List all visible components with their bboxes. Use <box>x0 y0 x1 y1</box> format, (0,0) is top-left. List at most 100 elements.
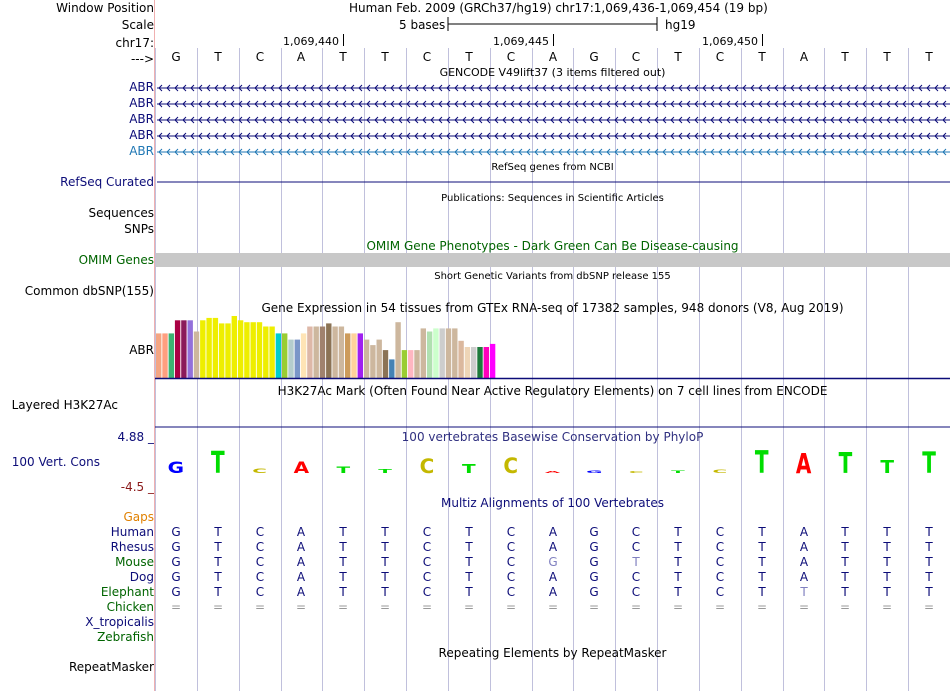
strand-chevron <box>406 132 411 140</box>
scale-bar-text: 5 bases <box>399 18 446 32</box>
cons-logo-letter: C <box>503 453 518 478</box>
strand-chevron <box>422 116 427 124</box>
gtex-track-label[interactable]: ABR <box>129 343 154 357</box>
strand-chevron <box>502 132 507 140</box>
browser-image[interactable]: Human Feb. 2009 (GRCh37/hg19) chr17:1,06… <box>155 0 950 691</box>
strand-chevron <box>214 100 219 108</box>
gtex-tissue-bar <box>464 347 471 378</box>
alignment-base: T <box>674 585 682 599</box>
alignment-base: C <box>715 585 725 599</box>
omim-gene-bar[interactable] <box>156 253 950 267</box>
gencode-item-label[interactable]: ABR <box>129 144 154 158</box>
alignment-base: C <box>715 540 725 554</box>
strand-chevron <box>230 132 235 140</box>
strand-chevron <box>830 148 835 156</box>
cons-logo-letter: T <box>880 457 894 478</box>
species-label[interactable]: Rhesus <box>110 540 154 554</box>
strand-chevron <box>630 132 635 140</box>
strand-chevron <box>198 116 203 124</box>
gencode-item-label[interactable]: ABR <box>129 80 154 94</box>
species-label[interactable]: Chicken <box>106 600 154 614</box>
gencode-item-label[interactable]: ABR <box>129 96 154 110</box>
alignment-base: = <box>715 600 726 614</box>
strand-chevron <box>502 84 507 92</box>
strand-chevron <box>678 148 683 156</box>
strand-chevron <box>838 116 843 124</box>
sequences-track-label[interactable]: Sequences <box>88 206 154 220</box>
strand-chevron <box>398 84 403 92</box>
alignment-base: T <box>214 525 222 539</box>
ruler-tick-label: 1,069,445 <box>493 35 549 48</box>
repeatmasker-track-label[interactable]: RepeatMasker <box>68 660 154 674</box>
gtex-tissue-bar <box>351 333 357 378</box>
strand-chevron <box>598 132 603 140</box>
strand-chevron <box>470 132 475 140</box>
strand-chevron <box>318 100 323 108</box>
strand-chevron <box>454 100 459 108</box>
alignment-base: T <box>214 555 222 569</box>
alignment-base: A <box>799 555 809 569</box>
strand-chevron <box>174 100 179 108</box>
omim-track-label[interactable]: OMIM Genes <box>78 253 154 267</box>
strand-chevron <box>454 84 459 92</box>
species-label[interactable]: Human <box>110 525 154 539</box>
gtex-expression-chart[interactable] <box>155 314 950 384</box>
strand-chevron <box>462 116 467 124</box>
strand-chevron <box>774 132 779 140</box>
refseq-track-label[interactable]: RefSeq Curated <box>60 175 154 189</box>
gencode-item-label[interactable]: ABR <box>129 112 154 126</box>
alignment-base: C <box>422 585 432 599</box>
species-label[interactable]: Zebrafish <box>97 630 154 644</box>
species-label[interactable]: X_tropicalis <box>85 615 154 629</box>
species-label[interactable]: Dog <box>129 570 154 584</box>
gtex-tissue-bar <box>263 326 269 378</box>
strand-chevron <box>534 116 539 124</box>
gencode-item-label[interactable]: ABR <box>129 128 154 142</box>
strand-chevron <box>830 100 835 108</box>
strand-chevron <box>326 84 331 92</box>
strand-chevron <box>462 148 467 156</box>
strand-chevron <box>782 132 787 140</box>
alignment-base: A <box>296 525 306 539</box>
strand-chevron <box>686 84 691 92</box>
strand-chevron <box>158 84 163 92</box>
species-label[interactable]: Mouse <box>115 555 154 569</box>
alignment-base: C <box>506 525 516 539</box>
strand-chevron <box>230 148 235 156</box>
strand-chevron <box>542 100 547 108</box>
gtex-tissue-bar <box>420 328 426 378</box>
strand-chevron <box>166 100 171 108</box>
label-pane-divider <box>154 0 155 691</box>
strand-chevron <box>294 100 299 108</box>
alignment-base: T <box>841 555 849 569</box>
alignment-base: G <box>589 525 599 539</box>
strand-chevron <box>926 132 931 140</box>
base-letter: C <box>715 50 725 64</box>
cons-track-label[interactable]: 100 Vert. Cons <box>11 455 100 469</box>
strand-chevron <box>302 84 307 92</box>
h3k27ac-track-label[interactable]: Layered H3K27Ac <box>11 398 118 412</box>
alignment-base: C <box>631 540 641 554</box>
strand-chevron <box>862 132 867 140</box>
species-label[interactable]: Elephant <box>100 585 154 599</box>
strand-chevron <box>854 132 859 140</box>
strand-chevron <box>638 100 643 108</box>
gtex-tissue-bar <box>219 323 225 378</box>
gencode-transcripts[interactable] <box>155 80 950 160</box>
strand-chevron <box>518 116 523 124</box>
gtex-tissue-bar <box>389 359 395 378</box>
strand-chevron <box>446 132 451 140</box>
alignment-base: T <box>381 555 389 569</box>
alignment-base: C <box>506 540 516 554</box>
strand-chevron <box>566 100 571 108</box>
gtex-tissue-bar <box>187 320 193 378</box>
snps-track-label[interactable]: SNPs <box>124 222 154 236</box>
alignment-base: A <box>296 570 306 584</box>
strand-chevron <box>494 100 499 108</box>
strand-chevron <box>614 100 619 108</box>
refseq-gene-line[interactable] <box>155 177 950 187</box>
strand-chevron <box>334 116 339 124</box>
dbsnp-track-label[interactable]: Common dbSNP(155) <box>24 284 154 298</box>
strand-chevron <box>486 100 491 108</box>
